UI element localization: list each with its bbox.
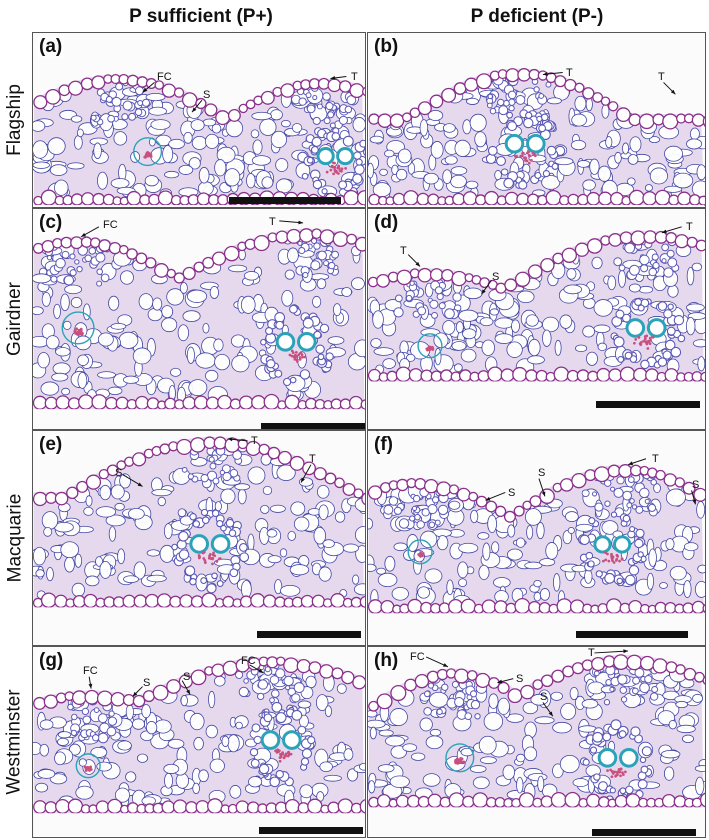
annotation-label-fc: FC: [241, 655, 256, 667]
annotation-label-t: T: [588, 647, 595, 659]
annotation-label-fc: FC: [157, 71, 172, 83]
micrograph-panel-g: (g) FC S S FC: [32, 646, 366, 838]
annotation-label-s: S: [143, 677, 151, 689]
scale-bar: [596, 401, 700, 408]
panel-label-c: (c): [37, 212, 65, 234]
annotation-label-t: T: [309, 453, 316, 465]
leaf-section-image: [33, 436, 365, 645]
annotation-label-t: T: [658, 71, 665, 83]
annotation-label-s: S: [692, 479, 700, 491]
annotation-label-fc: FC: [83, 665, 98, 677]
leaf-section-image: [33, 656, 365, 837]
panel-label-d: (d): [372, 212, 401, 234]
scale-bar: [229, 197, 341, 204]
panel-label-h: (h): [372, 650, 401, 672]
scale-bar: [576, 631, 688, 638]
annotation-arrows: [122, 437, 312, 487]
annotation-label-fc: FC: [410, 651, 425, 663]
annotation-label-s: S: [203, 89, 211, 101]
annotation-arrows: [485, 458, 697, 505]
annotation-arrows: [142, 76, 347, 113]
scale-bar: [257, 631, 361, 638]
micrograph-panel-h: (h) FC S S T: [367, 646, 706, 838]
annotation-arrows: [407, 226, 682, 295]
annotation-arrows: [425, 649, 629, 717]
row-label-text: Gairdner: [4, 282, 26, 356]
scale-bar: [259, 827, 363, 834]
annotation-arrows: [542, 72, 676, 95]
annotation-label-fc: FC: [103, 219, 118, 231]
annotation-label-s: S: [492, 271, 500, 283]
annotation-label-t: T: [351, 71, 358, 83]
annotation-label-s: S: [508, 487, 516, 499]
row-label-text: Westminster: [4, 689, 26, 795]
leaf-section-image: [368, 464, 705, 645]
row-label-text: Macquarie: [4, 493, 25, 583]
panel-label-b: (b): [372, 36, 401, 58]
scale-bar: [261, 423, 365, 429]
column-header-p-deficient: P deficient (P-): [470, 6, 604, 27]
micrograph-panel-e: (e) T S T: [32, 430, 366, 646]
leaf-section-image: [33, 228, 365, 429]
annotation-arrows: [88, 664, 264, 697]
micrograph-panel-b: (b) T T: [367, 32, 706, 208]
panel-label-e: (e): [37, 434, 65, 456]
leaf-section-image: [368, 68, 705, 207]
micrograph-panel-f: (f) T S S S: [367, 430, 706, 646]
micrograph-panel-a: (a) FC S T: [32, 32, 366, 208]
row-label-westminster: Westminster: [0, 646, 30, 838]
annotation-label-t: T: [400, 245, 407, 257]
panel-label-f: (f): [372, 434, 395, 456]
annotation-label-s: S: [183, 671, 191, 683]
annotation-label-s: S: [538, 467, 546, 479]
annotation-label-t: T: [566, 67, 573, 79]
micrograph-panel-c: (c) FC T: [32, 208, 366, 430]
annotation-label-t: T: [652, 453, 659, 465]
annotation-label-s: S: [540, 691, 548, 703]
micrograph-panel-d: (d) T S T: [367, 208, 706, 430]
panel-label-a: (a): [37, 36, 65, 58]
row-label-gairdner: Gairdner: [0, 208, 30, 430]
annotation-arrows: [80, 220, 304, 238]
row-label-text: Flagship: [4, 84, 26, 156]
row-label-macquarie: Macquarie: [0, 430, 30, 646]
panel-label-g: (g): [37, 650, 66, 672]
annotation-label-t: T: [686, 221, 693, 233]
row-label-flagship: Flagship: [0, 32, 30, 208]
annotation-label-s: S: [115, 467, 123, 479]
annotation-label-s: S: [516, 673, 524, 685]
scale-bar: [592, 829, 696, 836]
column-header-p-sufficient: P sufficient (P+): [129, 6, 273, 27]
annotation-label-t: T: [251, 435, 258, 447]
annotation-label-t: T: [269, 216, 276, 228]
leaf-section-image: [368, 654, 705, 837]
